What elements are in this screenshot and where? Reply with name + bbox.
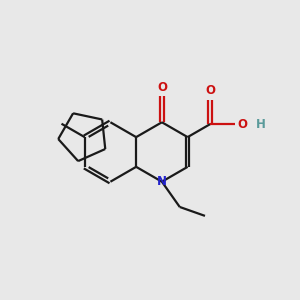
Text: O: O [238,118,248,130]
Text: N: N [157,175,167,188]
Text: H: H [256,118,265,130]
Text: O: O [205,84,215,97]
Text: O: O [157,81,167,94]
